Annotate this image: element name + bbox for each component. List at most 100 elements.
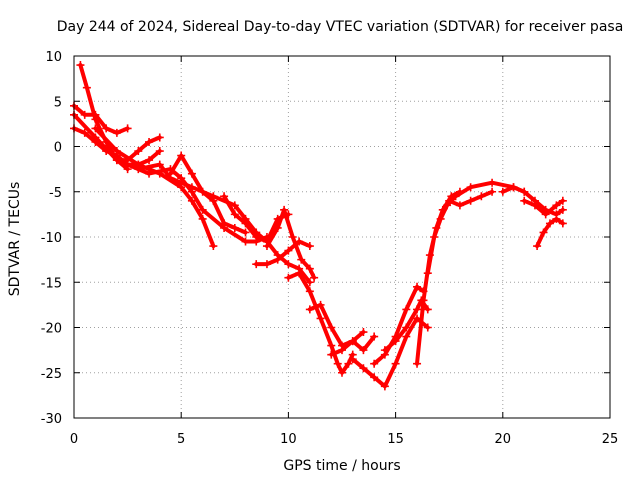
data-point	[187, 169, 196, 178]
data-point	[333, 359, 342, 368]
data-point	[102, 124, 111, 133]
data-point	[402, 332, 411, 341]
data-point	[359, 364, 368, 373]
data-point	[539, 228, 548, 237]
y-tick-label: 5	[54, 95, 62, 110]
data-point	[145, 156, 154, 165]
data-point	[241, 219, 250, 228]
chart-title: Day 244 of 2024, Sidereal Day-to-day VTE…	[57, 19, 624, 35]
x-tick-label: 15	[387, 432, 404, 447]
data-point	[273, 223, 282, 232]
data-point	[370, 359, 379, 368]
data-point	[423, 323, 432, 332]
data-point	[284, 273, 293, 282]
y-tick-label: -15	[41, 276, 62, 291]
y-tick-label: 10	[45, 50, 62, 65]
data-point	[413, 282, 422, 291]
series-trace-12	[284, 269, 357, 377]
data-point	[558, 196, 567, 205]
data-point	[423, 305, 432, 314]
series-trace-11	[262, 205, 319, 282]
data-point	[344, 359, 353, 368]
x-tick-label: 20	[495, 432, 512, 447]
data-point	[509, 183, 518, 192]
data-point	[155, 147, 164, 156]
data-point	[327, 350, 336, 359]
data-point	[166, 174, 175, 183]
data-point	[498, 187, 507, 196]
data-point	[419, 296, 428, 305]
data-point	[284, 246, 293, 255]
series-trace-22	[520, 196, 567, 219]
data-point	[359, 328, 368, 337]
y-tick-label: 0	[54, 141, 62, 156]
data-point	[359, 346, 368, 355]
data-point	[370, 332, 379, 341]
data-point	[273, 255, 282, 264]
data-point	[423, 269, 432, 278]
data-point	[558, 219, 567, 228]
y-tick-label: -25	[41, 367, 62, 382]
data-point	[252, 233, 261, 241]
series-trace-19	[423, 178, 529, 278]
data-point	[80, 128, 89, 137]
series-trace-14	[327, 332, 379, 359]
data-point	[198, 205, 207, 214]
data-point	[145, 137, 154, 146]
data-point	[305, 305, 314, 314]
data-point	[262, 242, 271, 251]
data-point	[220, 219, 229, 228]
x-tick-label: 5	[177, 432, 185, 447]
y-tick-label: -20	[41, 322, 62, 337]
data-point	[310, 273, 319, 282]
data-point	[230, 223, 239, 232]
data-point	[241, 228, 250, 237]
data-point	[280, 205, 289, 214]
series-trace-23	[533, 214, 567, 251]
data-point	[288, 233, 297, 241]
axis-tick-labels: 0 5 10 15 20 25 -30 -25 -20 -15 -10 -5 0 5 10	[41, 50, 619, 447]
y-axis-title: SDTVAR / TECUs	[7, 182, 23, 297]
data-point	[252, 260, 261, 269]
data-point	[413, 359, 422, 368]
series-trace-7	[166, 151, 250, 237]
data-point	[443, 201, 452, 210]
series-trace-20	[445, 187, 497, 210]
series-trace-10	[252, 237, 314, 269]
data-point	[91, 133, 100, 142]
x-tick-label: 25	[602, 432, 619, 447]
data-point	[533, 242, 542, 251]
data-series	[70, 61, 567, 391]
data-point	[262, 260, 271, 269]
data-point	[316, 314, 325, 323]
data-point	[436, 214, 445, 223]
data-point	[284, 260, 293, 269]
data-point	[91, 110, 100, 119]
data-point	[230, 210, 239, 219]
data-point	[80, 110, 89, 119]
data-point	[198, 214, 207, 223]
data-point	[348, 337, 357, 346]
data-point	[297, 255, 306, 264]
data-point	[430, 233, 439, 241]
data-point	[327, 341, 336, 350]
data-point	[305, 264, 314, 273]
x-axis-title: GPS time / hours	[283, 458, 400, 474]
data-point	[305, 242, 314, 251]
data-point	[123, 124, 132, 133]
data-point	[187, 196, 196, 205]
data-point	[466, 183, 475, 192]
data-point	[466, 196, 475, 205]
data-point	[338, 368, 346, 377]
data-point	[305, 287, 314, 296]
axis-ticks	[73, 55, 611, 419]
data-point	[241, 237, 250, 246]
data-point	[391, 359, 400, 368]
data-point	[402, 305, 411, 314]
data-point	[209, 242, 218, 251]
data-point	[316, 300, 325, 309]
data-point	[155, 133, 164, 142]
data-point	[220, 192, 229, 201]
